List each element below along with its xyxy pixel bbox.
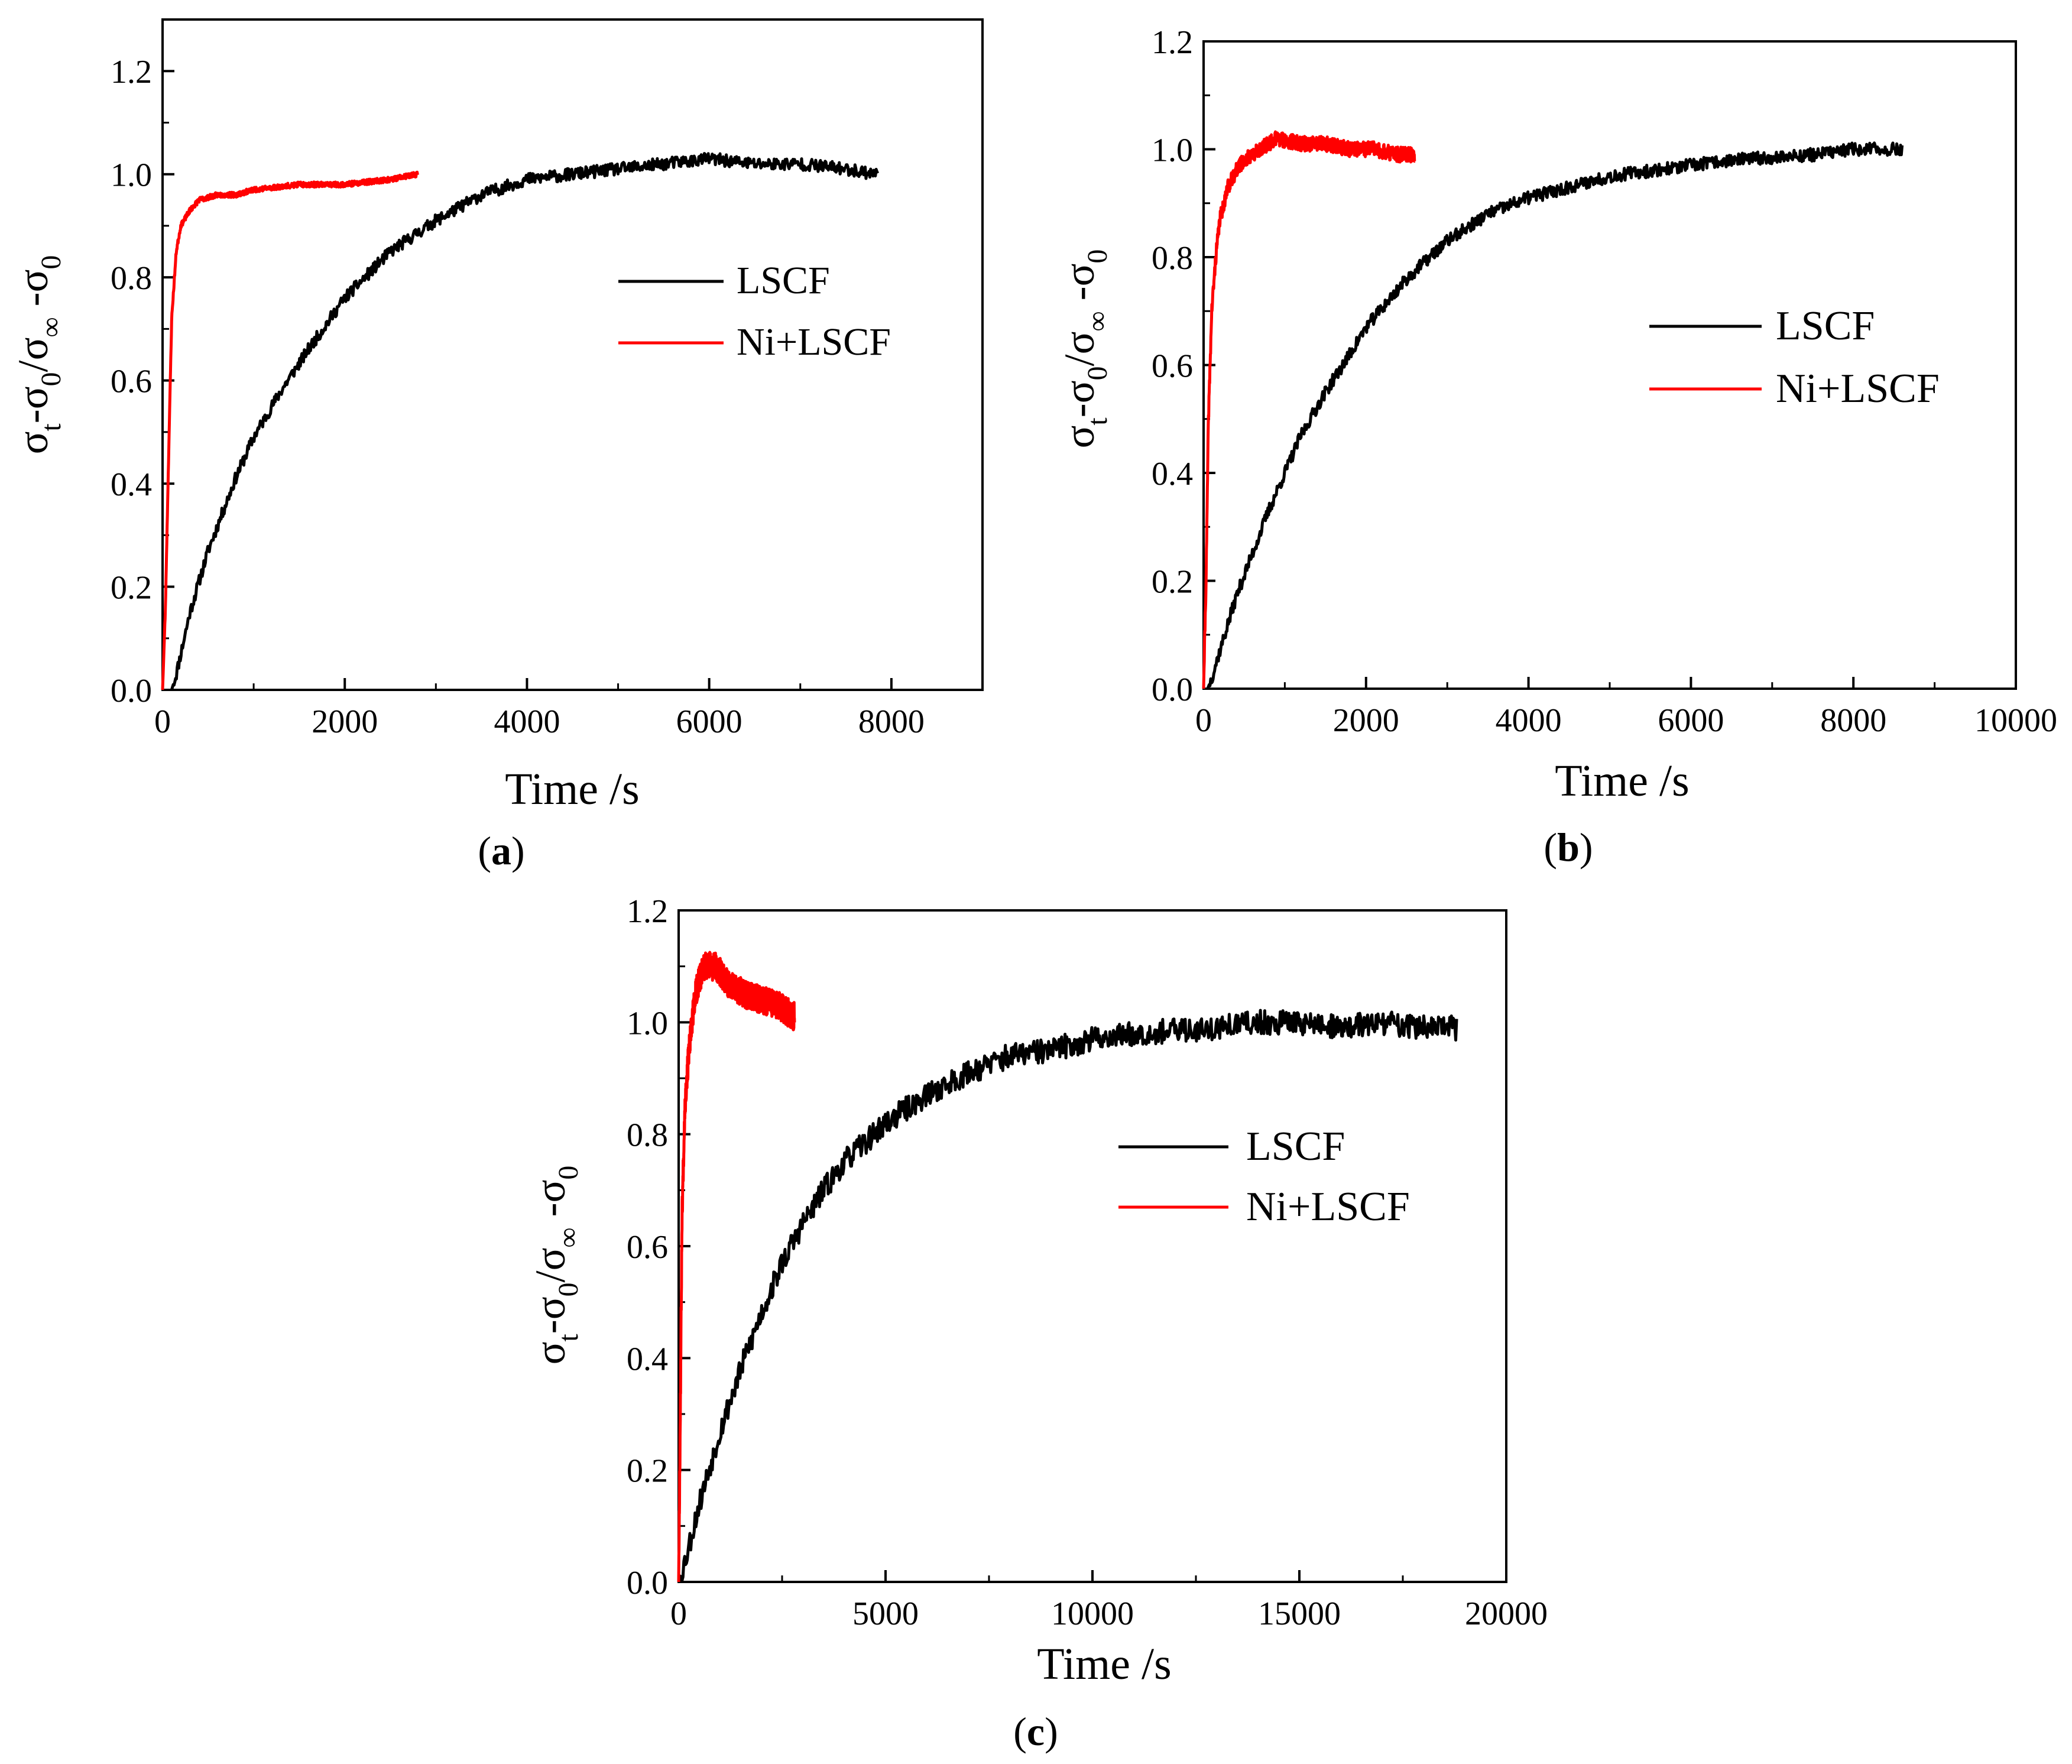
y-tick-label: 0.4 (111, 466, 152, 503)
x-axis-ticks-c: 0 5000 10000 15000 20000 (670, 1570, 1548, 1632)
legend-label-lscf-a: LSCF (737, 259, 830, 302)
y-tick-label: 1.2 (1152, 24, 1193, 61)
panel-c: 0.0 0.2 0.4 0.6 0.8 1.0 1.2 0 5000 10000 15000 200… (527, 893, 1548, 1754)
x-axis-label-c: Time /s (1037, 1639, 1171, 1689)
series-line-lscf (1206, 141, 1904, 689)
x-tick-label: 2000 (312, 703, 378, 740)
y-tick-label: 0.0 (111, 673, 152, 709)
x-tick-label: 5000 (852, 1596, 919, 1632)
y-tick-label: 0.8 (111, 260, 152, 297)
y-tick-label: 0.2 (111, 570, 152, 607)
y-tick-label: 0.4 (1152, 456, 1193, 492)
legend-label-lscf-b: LSCF (1776, 303, 1875, 349)
x-tick-label: 8000 (858, 703, 925, 740)
y-axis-label-b: σt-σ0/σ∞ -σ0 (1056, 249, 1113, 449)
x-tick-label: 0 (154, 703, 171, 740)
x-tick-label: 8000 (1820, 702, 1886, 739)
x-tick-label: 10000 (1051, 1596, 1134, 1632)
legend-c: LSCF Ni+LSCF (1118, 1124, 1410, 1230)
y-tick-label: 1.2 (627, 893, 668, 930)
x-tick-label: 4000 (1496, 702, 1562, 739)
y-axis-label-c: σt-σ0/σ∞ -σ0 (527, 1166, 584, 1365)
plot-area-c (677, 909, 1507, 1583)
x-tick-label: 0 (670, 1596, 687, 1632)
legend-label-ni-lscf-c: Ni+LSCF (1246, 1184, 1410, 1230)
y-tick-label: 0.0 (1152, 672, 1193, 708)
x-tick-label: 2000 (1333, 702, 1399, 739)
x-axis-ticks-b: 0 2000 4000 6000 8000 10000 (1195, 677, 2057, 739)
y-tick-label: 0.2 (1152, 564, 1193, 601)
series-line-lscf (170, 152, 880, 690)
legend-a: LSCF Ni+LSCF (618, 259, 891, 364)
y-axis-ticks-b: 0.0 0.2 0.4 0.6 0.8 1.0 1.2 (1152, 24, 1215, 708)
x-tick-label: 15000 (1258, 1596, 1341, 1632)
y-axis-ticks-a: 0.0 0.2 0.4 0.6 0.8 1.0 1.2 (111, 54, 174, 709)
series-layer-c (677, 951, 1458, 1583)
x-axis-ticks-a: 0 2000 4000 6000 8000 (154, 678, 925, 740)
x-tick-label: 10000 (1974, 702, 2057, 739)
y-tick-label: 1.0 (627, 1005, 668, 1042)
y-tick-label: 0.2 (627, 1453, 668, 1490)
y-tick-label: 0.0 (627, 1565, 668, 1601)
y-tick-label: 0.6 (111, 364, 152, 400)
series-line-ni-lscf (1202, 130, 1416, 689)
series-layer-b (1202, 130, 1904, 689)
y-tick-label: 0.8 (1152, 240, 1193, 277)
y-tick-label: 1.0 (111, 157, 152, 194)
x-axis-label-a: Time /s (505, 764, 639, 814)
panel-b: 0.0 0.2 0.4 0.6 0.8 1.0 1.2 0 2000 4000 6000 8000 1… (1056, 24, 2057, 870)
panel-caption-a: (a) (478, 828, 524, 873)
x-tick-label: 4000 (494, 703, 560, 740)
panel-a: 0.00.20.40.60.81.01.2 0 2000 4000 6000 8000 … (9, 18, 984, 873)
plot-area-a (161, 18, 984, 691)
x-tick-label: 6000 (676, 703, 742, 740)
legend-b: LSCF Ni+LSCF (1649, 303, 1940, 411)
y-tick-label: 1.2 (111, 54, 152, 90)
legend-label-ni-lscf-b: Ni+LSCF (1776, 366, 1940, 411)
y-tick-label: 0.8 (627, 1117, 668, 1154)
x-tick-label: 0 (1195, 702, 1212, 739)
y-tick-label: 0.6 (1152, 348, 1193, 385)
series-layer-a (161, 152, 880, 690)
x-tick-label: 20000 (1465, 1596, 1548, 1632)
y-tick-label: 0.4 (627, 1341, 668, 1377)
panel-caption-b: (b) (1544, 825, 1593, 870)
series-line-lscf (677, 1009, 1458, 1583)
y-tick-label: 1.0 (1152, 132, 1193, 169)
legend-label-lscf-c: LSCF (1246, 1124, 1345, 1169)
legend-label-ni-lscf-a: Ni+LSCF (737, 320, 891, 364)
y-axis-ticks-c: 0.0 0.2 0.4 0.6 0.8 1.0 1.2 (627, 893, 690, 1601)
x-tick-label: 6000 (1658, 702, 1724, 739)
panel-caption-c: (c) (1013, 1709, 1058, 1754)
y-axis-label-a: σt-σ0/σ∞ -σ0 (9, 255, 67, 455)
series-line-ni-lscf (161, 170, 419, 690)
series-line-ni-lscf (677, 951, 796, 1583)
y-tick-label: 0.6 (627, 1229, 668, 1266)
x-axis-label-b: Time /s (1555, 756, 1689, 806)
